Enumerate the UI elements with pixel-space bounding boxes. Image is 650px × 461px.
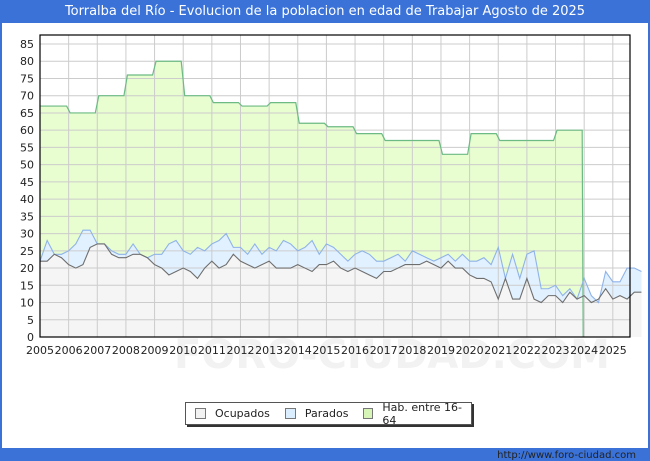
y-tick-label: 25 xyxy=(20,245,34,258)
x-tick-label: 2010 xyxy=(169,344,197,357)
legend-label-parados: Parados xyxy=(304,407,349,420)
y-tick-label: 30 xyxy=(20,228,34,241)
legend-swatch-hab xyxy=(363,408,374,419)
y-tick-label: 85 xyxy=(20,38,34,51)
x-tick-label: 2009 xyxy=(141,344,169,357)
ocupados-line xyxy=(40,243,642,304)
x-tick-label: 2011 xyxy=(198,344,226,357)
y-tick-label: 55 xyxy=(20,141,34,154)
watermark-text: FORO-CIUDAD.COM xyxy=(174,332,610,378)
y-tick-label: 15 xyxy=(20,279,34,292)
legend-swatch-ocupados xyxy=(195,408,206,419)
legend-item-hab: Hab. entre 16-64 xyxy=(363,401,465,427)
ocupados-area xyxy=(40,243,642,337)
source-url[interactable]: http://www.foro-ciudad.com xyxy=(497,450,636,461)
y-tick-label: 80 xyxy=(20,55,34,68)
legend-label-hab: Hab. entre 16-64 xyxy=(382,400,462,427)
chart-plot: FORO-CIUDAD.COM0510152025303540455055606… xyxy=(20,34,642,378)
y-tick-label: 35 xyxy=(20,210,34,223)
legend-item-parados: Parados xyxy=(284,407,349,420)
x-tick-label: 2006 xyxy=(55,344,83,357)
y-tick-label: 10 xyxy=(20,297,34,310)
legend-swatch-parados xyxy=(284,408,296,419)
chart-legend: Ocupados Parados Hab. entre 16-64 xyxy=(185,401,472,427)
x-tick-label: 2021 xyxy=(484,344,512,357)
chart-canvas: FORO-CIUDAD.COM 0 5 10 15 20 25 30 35 40 45 50 55 60 6… xyxy=(2,23,648,461)
y-tick-label: 50 xyxy=(20,159,34,172)
x-tick-label: 2020 xyxy=(456,344,484,357)
y-tick-label: 75 xyxy=(20,72,34,85)
legend-item-ocupados: Ocupados xyxy=(195,407,270,420)
x-tick-label: 2024 xyxy=(570,344,598,357)
y-tick-label: 45 xyxy=(20,176,34,189)
chart-title: Torralba del Río - Evolucion de la pobla… xyxy=(64,4,586,19)
x-tick-label: 2007 xyxy=(83,344,111,357)
y-tick-label: 40 xyxy=(20,193,34,206)
y-tick-label: 65 xyxy=(20,107,34,120)
x-tick-label: 2019 xyxy=(427,344,455,357)
x-tick-label: 2018 xyxy=(398,344,426,357)
x-tick-label: 2012 xyxy=(226,344,254,357)
y-tick-label: 70 xyxy=(20,90,34,103)
x-tick-label: 2025 xyxy=(599,344,627,357)
hab-line xyxy=(40,60,584,338)
x-tick-label: 2005 xyxy=(26,344,54,357)
x-tick-label: 2013 xyxy=(255,344,283,357)
y-tick-label: 60 xyxy=(20,124,34,137)
y-tick-label: 5 xyxy=(27,314,34,327)
x-tick-label: 2017 xyxy=(370,344,398,357)
x-tick-label: 2023 xyxy=(542,344,570,357)
x-tick-label: 2022 xyxy=(513,344,541,357)
plot-frame xyxy=(39,34,631,338)
x-tick-label: 2016 xyxy=(341,344,369,357)
x-tick-label: 2008 xyxy=(112,344,140,357)
y-tick-label: 0 xyxy=(27,331,34,344)
x-tick-label: 2014 xyxy=(284,344,312,357)
legend-label-ocupados: Ocupados xyxy=(215,407,270,420)
x-tick-label: 2015 xyxy=(312,344,340,357)
y-tick-label: 20 xyxy=(20,262,34,275)
